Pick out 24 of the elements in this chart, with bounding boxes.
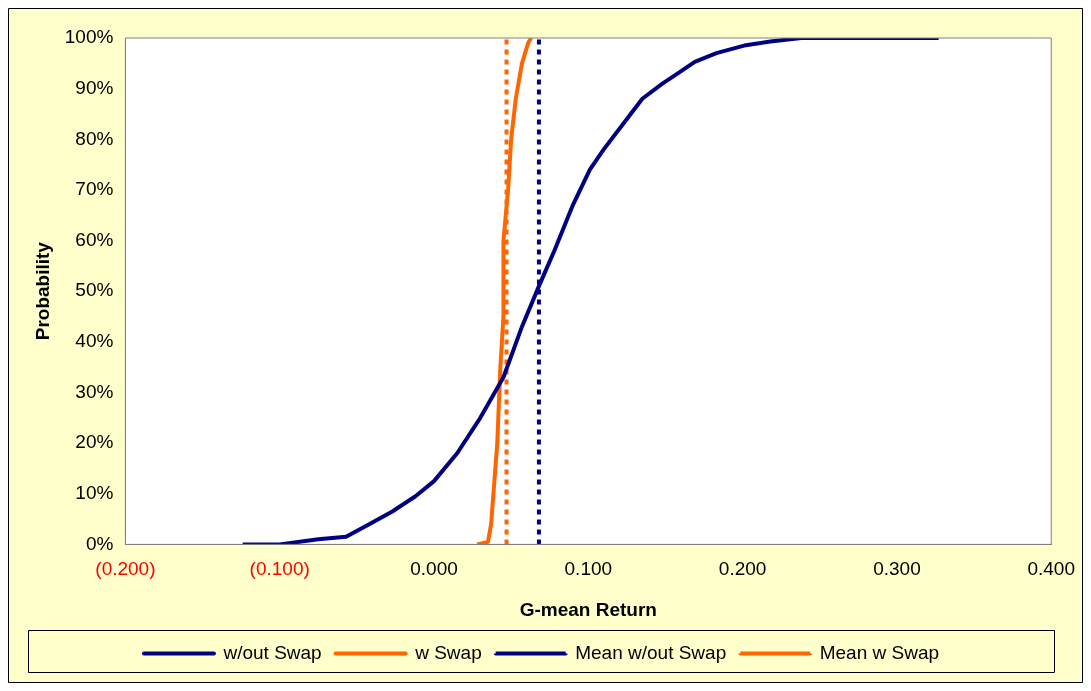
y-axis-title: Probability [31,241,53,341]
legend-label: w/out Swap [222,641,322,663]
y-tick-label: 80% [75,127,114,149]
x-tick-label: 0.400 [1027,558,1075,580]
y-tick-label: 70% [75,178,114,200]
y-tick-label: 10% [75,481,114,503]
x-tick-label: 0.000 [410,558,458,580]
y-tick-label: 20% [75,431,114,453]
y-tick-label: 40% [75,330,114,352]
x-tick-label: 0.100 [564,558,613,580]
y-tick-label: 100% [64,26,114,48]
x-axis-title: G-mean Return [519,598,657,620]
legend-label: w Swap [414,641,482,663]
y-tick-label: 30% [75,380,114,402]
y-tick-label: 0% [85,532,114,554]
legend-label: Mean w/out Swap [575,641,727,663]
y-tick-label: 60% [75,228,114,250]
y-tick-label: 90% [75,76,114,98]
y-tick-label: 50% [75,279,114,301]
x-tick-label: (0.200) [95,558,156,580]
x-tick-label: (0.100) [249,558,310,580]
x-tick-label: 0.200 [718,558,767,580]
x-tick-label: 0.300 [873,558,921,580]
legend-label: Mean w Swap [819,641,940,663]
